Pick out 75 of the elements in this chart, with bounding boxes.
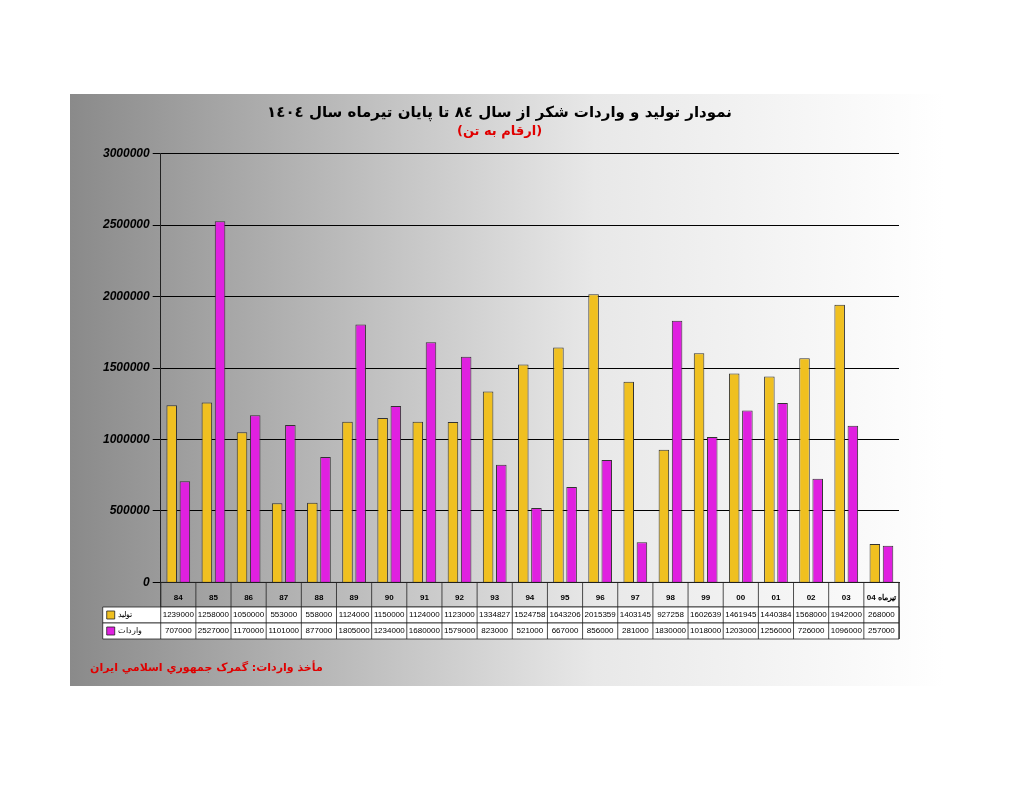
data-label: 1239000 xyxy=(162,610,195,620)
x-tick-label: 87 xyxy=(279,593,289,603)
text: مأخذ واردات: گمرک جمهوري اسلامي ايران xyxy=(90,659,323,674)
data-label: 1101000 xyxy=(268,626,300,636)
x-tick-label: 97 xyxy=(630,593,641,603)
data-label: 257000 xyxy=(868,626,896,636)
x-tick-label: 01 xyxy=(771,593,781,603)
x-tick-label: 94 xyxy=(525,593,535,603)
x-tick-label: 98 xyxy=(666,593,676,603)
data-label: 927258 xyxy=(657,610,685,620)
data-label: 1124000 xyxy=(338,610,370,620)
data-label: 1018000 xyxy=(690,626,722,636)
data-label: 1256000 xyxy=(760,626,793,636)
data-label: 558000 xyxy=(305,610,333,620)
data-label: 1203000 xyxy=(725,626,757,636)
chart-subtitle: (ارقام به تن) xyxy=(456,123,543,140)
data-label: 1680000 xyxy=(408,626,441,636)
data-label: 1234000 xyxy=(373,626,406,636)
y-tick-label: 0 xyxy=(143,574,151,589)
data-label: 2527000 xyxy=(197,626,230,636)
data-label: 667000 xyxy=(551,626,579,636)
data-label: 823000 xyxy=(481,626,509,636)
data-label: 1602639 xyxy=(690,610,722,620)
data-label: 1150000 xyxy=(373,610,406,620)
data-label: 1643206 xyxy=(549,610,582,620)
x-tick-label: 91 xyxy=(419,593,430,603)
x-tick-label: 84 xyxy=(173,593,184,603)
x-tick-label: 00 xyxy=(736,593,746,603)
x-tick-label: 88 xyxy=(314,593,324,603)
data-label: 1123000 xyxy=(444,610,476,620)
x-tick-label: 99 xyxy=(701,593,711,603)
x-tick-label: 95 xyxy=(560,593,571,603)
data-label: 1942000 xyxy=(830,610,863,620)
y-tick-label: 1000000 xyxy=(103,431,151,446)
data-label: 268000 xyxy=(868,610,896,620)
data-label: 707000 xyxy=(164,626,193,636)
x-tick-label: 90 xyxy=(384,593,395,603)
x-tick-label: 85 xyxy=(209,593,219,603)
x-tick-label: تیرماه 04 xyxy=(866,593,897,604)
data-label: 1805000 xyxy=(338,626,371,636)
data-label: 877000 xyxy=(305,626,333,636)
legend-label: واردات xyxy=(117,626,142,636)
data-label: 1258000 xyxy=(197,610,230,620)
y-tick-label: 1500000 xyxy=(103,360,151,375)
x-tick-label: 92 xyxy=(455,593,465,603)
data-label: 1579000 xyxy=(443,626,476,636)
x-tick-label: 96 xyxy=(595,593,606,603)
data-label: 1461945 xyxy=(725,610,757,620)
y-tick-label: 2500000 xyxy=(102,217,151,232)
x-tick-label: 02 xyxy=(806,593,817,603)
data-label: 726000 xyxy=(797,626,825,636)
x-tick-label: 93 xyxy=(490,593,500,603)
data-label: 1124000 xyxy=(409,610,441,620)
data-label: 1568000 xyxy=(795,610,828,620)
x-tick-label: 86 xyxy=(244,593,254,603)
data-label: 856000 xyxy=(586,626,615,636)
data-label: 1050000 xyxy=(233,610,265,620)
data-label: 2015359 xyxy=(584,610,617,620)
data-label: 1830000 xyxy=(654,626,687,636)
data-label: 1403145 xyxy=(619,610,652,620)
data-label: 1096000 xyxy=(830,626,863,636)
data-label: 1440384 xyxy=(760,610,793,620)
data-label: 1170000 xyxy=(233,626,265,636)
x-tick-label: 03 xyxy=(841,593,852,603)
x-tick-label: 89 xyxy=(349,593,360,603)
data-label: 553000 xyxy=(270,610,298,620)
y-tick-label: 500000 xyxy=(109,503,151,518)
chart-title: نمودار تولید و واردات شکر از سال ۸٤ تا پایان تیرماه سال ۱٤۰٤ xyxy=(267,102,732,122)
data-label: 1334827 xyxy=(479,610,511,620)
data-label: 281000 xyxy=(621,626,650,636)
data-label: 1524758 xyxy=(514,610,546,620)
legend-label: تولید xyxy=(117,610,132,620)
data-label: 521000 xyxy=(516,626,544,636)
y-tick-label: 2000000 xyxy=(102,288,151,303)
y-tick-label: 3000000 xyxy=(103,145,151,160)
